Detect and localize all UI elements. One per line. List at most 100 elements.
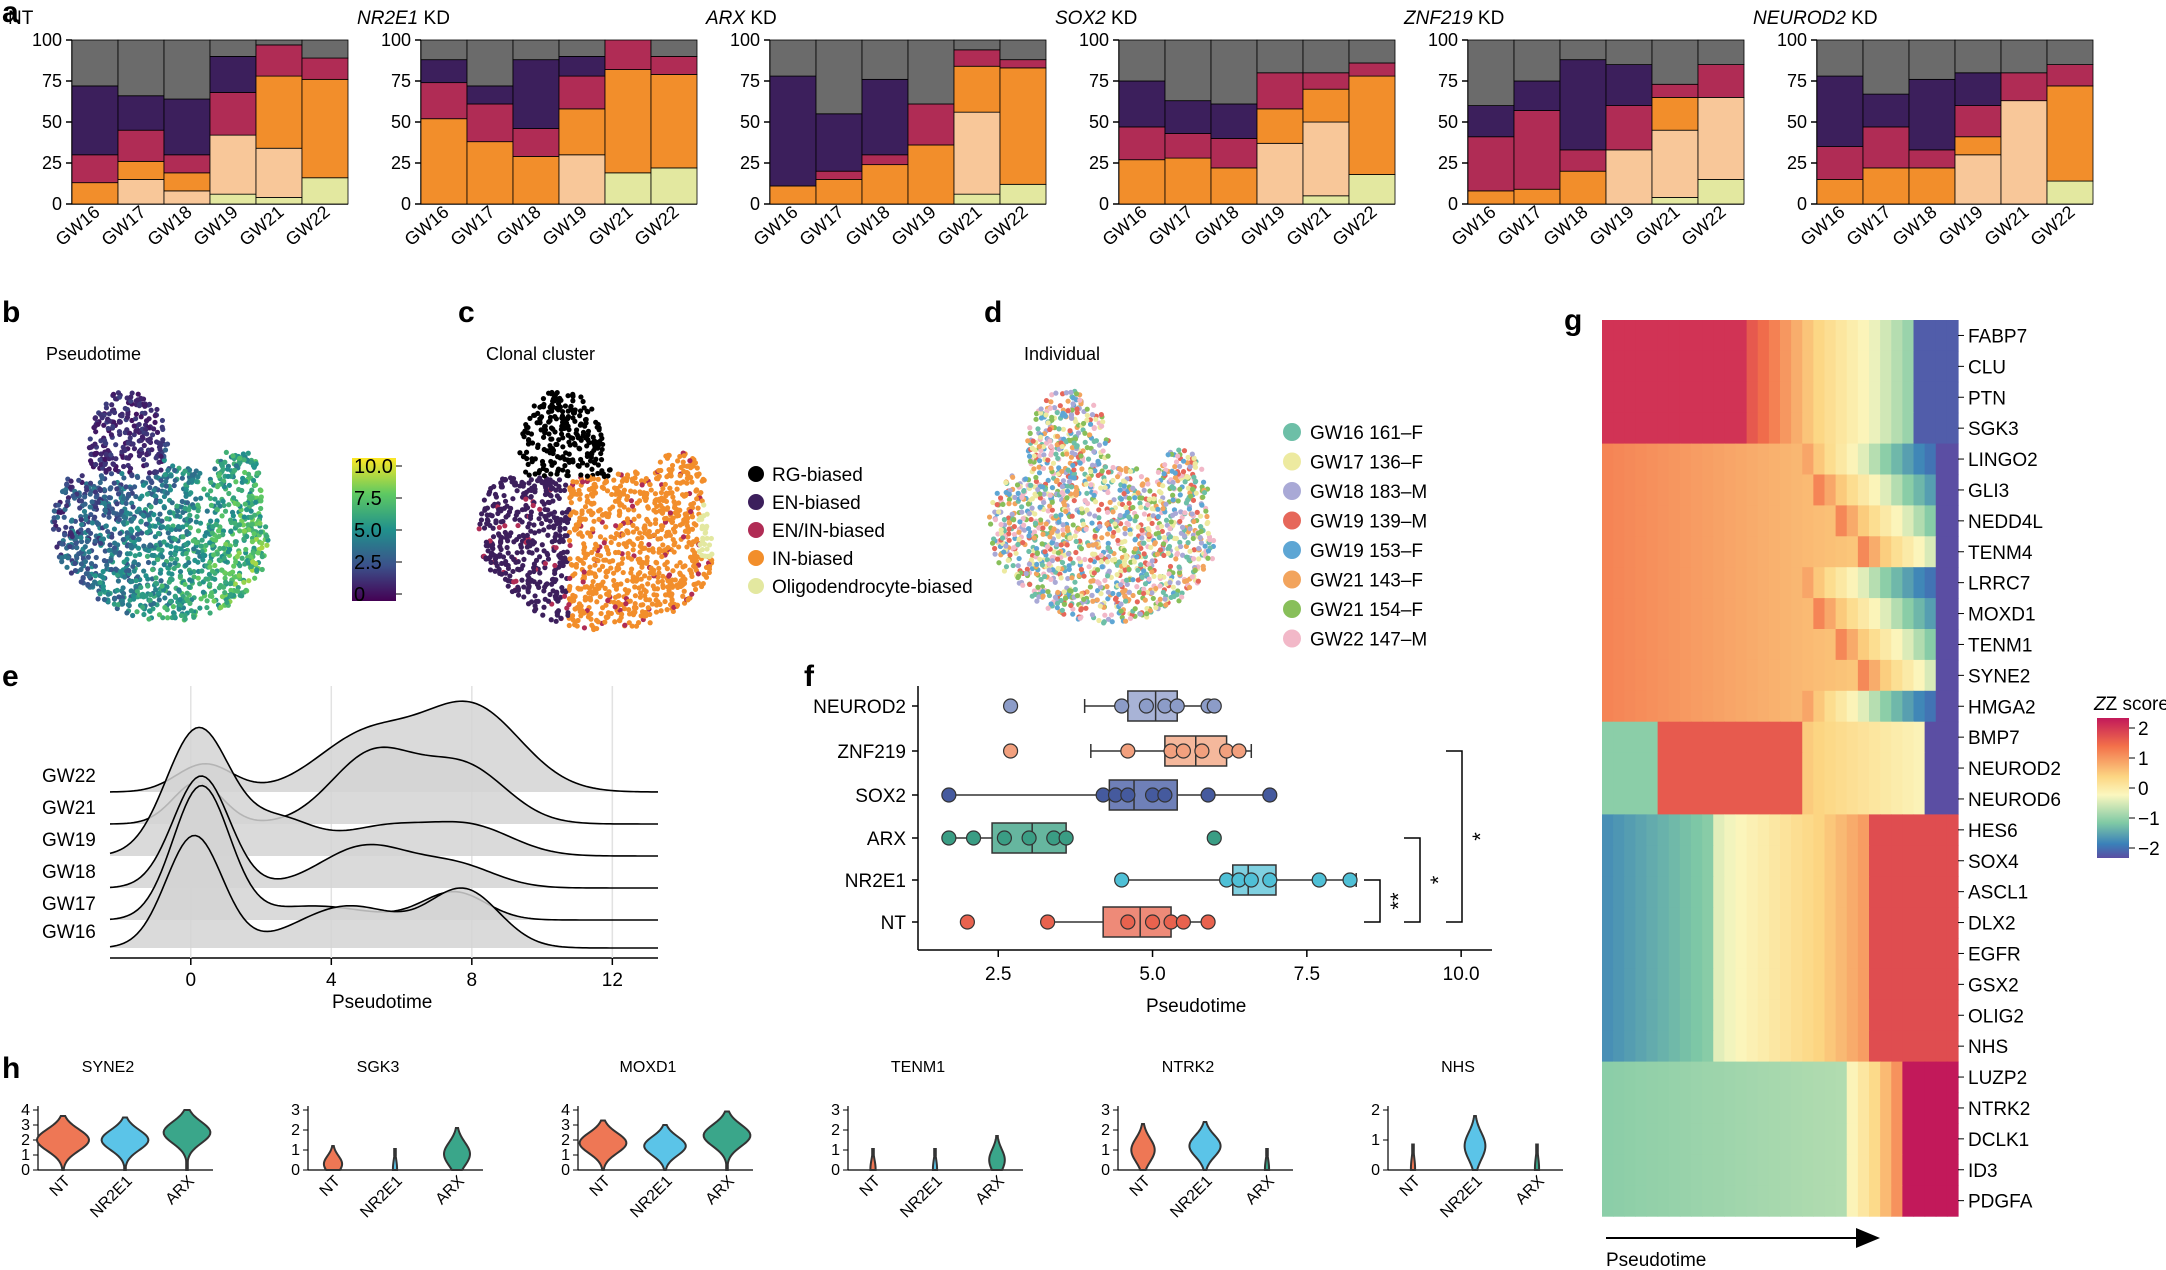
umap-point xyxy=(536,554,543,560)
umap-point xyxy=(130,515,136,522)
y-tick-label: 75 xyxy=(391,71,411,91)
umap-point xyxy=(643,495,649,501)
bar-segment xyxy=(907,39,955,105)
umap-point xyxy=(144,553,151,559)
umap-point xyxy=(1105,509,1111,515)
significance-label: * xyxy=(1468,832,1493,841)
umap-point xyxy=(230,453,236,459)
legend-label: GW18 183–M xyxy=(1310,482,1427,503)
umap-point xyxy=(591,556,597,562)
umap-point xyxy=(703,525,709,532)
umap-point xyxy=(1197,535,1203,541)
umap-point xyxy=(241,457,247,463)
umap-point xyxy=(608,539,614,546)
umap-point xyxy=(1149,569,1155,575)
umap-point xyxy=(87,491,93,497)
bar-segment xyxy=(466,39,514,87)
x-tick-label: GW21 xyxy=(1283,202,1335,250)
umap-point xyxy=(1048,601,1054,607)
umap-point xyxy=(1167,526,1173,532)
umap-point xyxy=(597,534,604,540)
umap-point xyxy=(575,435,581,441)
umap-point xyxy=(512,516,518,522)
umap-point xyxy=(674,480,680,486)
umap-point xyxy=(1175,580,1181,586)
umap-point xyxy=(663,498,670,505)
umap-point xyxy=(536,528,542,534)
umap-point xyxy=(189,477,195,483)
legend-label: RG-biased xyxy=(772,465,863,486)
umap-point xyxy=(1041,452,1047,458)
umap-point xyxy=(241,514,247,520)
umap-point xyxy=(97,579,103,586)
umap-point xyxy=(159,417,166,424)
umap-point xyxy=(1107,499,1113,505)
umap-point xyxy=(1065,467,1071,473)
umap-point xyxy=(595,558,601,564)
umap-point xyxy=(687,458,693,464)
stacked-bar-chart-4: SOX2 KD0255075100GW16GW17GW18GW19GW21GW2… xyxy=(1055,8,1396,250)
legend-marker xyxy=(1283,541,1301,559)
umap-point xyxy=(1139,527,1145,533)
umap-point xyxy=(111,510,117,516)
umap-point xyxy=(639,534,645,541)
umap-point xyxy=(585,497,591,504)
umap-point xyxy=(223,579,229,585)
umap-point xyxy=(1132,537,1138,543)
umap-point xyxy=(685,534,691,540)
y-tick-label: 100 xyxy=(1079,30,1109,50)
umap-point xyxy=(152,523,158,529)
umap-point xyxy=(1070,560,1076,566)
umap-point xyxy=(565,612,571,618)
umap-point xyxy=(583,416,589,423)
bar-segment xyxy=(163,154,211,174)
umap-point xyxy=(1180,469,1187,475)
umap-point xyxy=(85,566,91,572)
umap-point xyxy=(1182,479,1188,485)
umap-point xyxy=(1124,509,1130,515)
umap-point xyxy=(1175,453,1181,459)
bar-segment xyxy=(558,154,606,205)
bar-segment xyxy=(558,56,606,77)
umap-point xyxy=(689,573,695,580)
umap-point xyxy=(1137,611,1144,617)
umap-point xyxy=(575,462,581,469)
umap-point xyxy=(624,474,631,481)
umap-point xyxy=(1104,559,1110,565)
umap-point xyxy=(1055,455,1061,461)
umap-point xyxy=(153,580,160,587)
umap-point xyxy=(1087,584,1094,590)
umap-point xyxy=(134,525,140,531)
y-tick-label: 50 xyxy=(740,112,760,132)
umap-point xyxy=(1159,528,1165,535)
umap-point xyxy=(1166,571,1172,577)
umap-point xyxy=(502,498,509,504)
umap-point xyxy=(1090,598,1096,604)
umap-point xyxy=(621,504,627,510)
umap-point xyxy=(1010,562,1016,569)
umap-point xyxy=(1130,577,1136,583)
umap-point xyxy=(547,591,553,598)
umap-point xyxy=(133,493,139,500)
umap-point xyxy=(1049,414,1055,420)
y-tick-label: 75 xyxy=(1787,71,1807,91)
umap-point xyxy=(565,408,571,414)
y-tick-label: 25 xyxy=(1438,153,1458,173)
umap-point xyxy=(579,510,585,517)
umap-point xyxy=(656,467,662,474)
umap-point xyxy=(92,579,98,585)
umap-point xyxy=(1142,581,1149,587)
umap-point xyxy=(127,465,134,472)
x-tick-label: 0 xyxy=(186,970,197,991)
umap-point xyxy=(113,566,119,572)
umap-point xyxy=(595,421,601,428)
umap-point xyxy=(559,413,566,419)
umap-point xyxy=(1056,426,1062,432)
umap-point xyxy=(1059,489,1065,496)
umap-point xyxy=(562,463,568,469)
umap-point xyxy=(1091,492,1097,498)
umap-point xyxy=(172,593,178,599)
umap-point xyxy=(241,528,248,534)
umap-point xyxy=(168,550,174,556)
